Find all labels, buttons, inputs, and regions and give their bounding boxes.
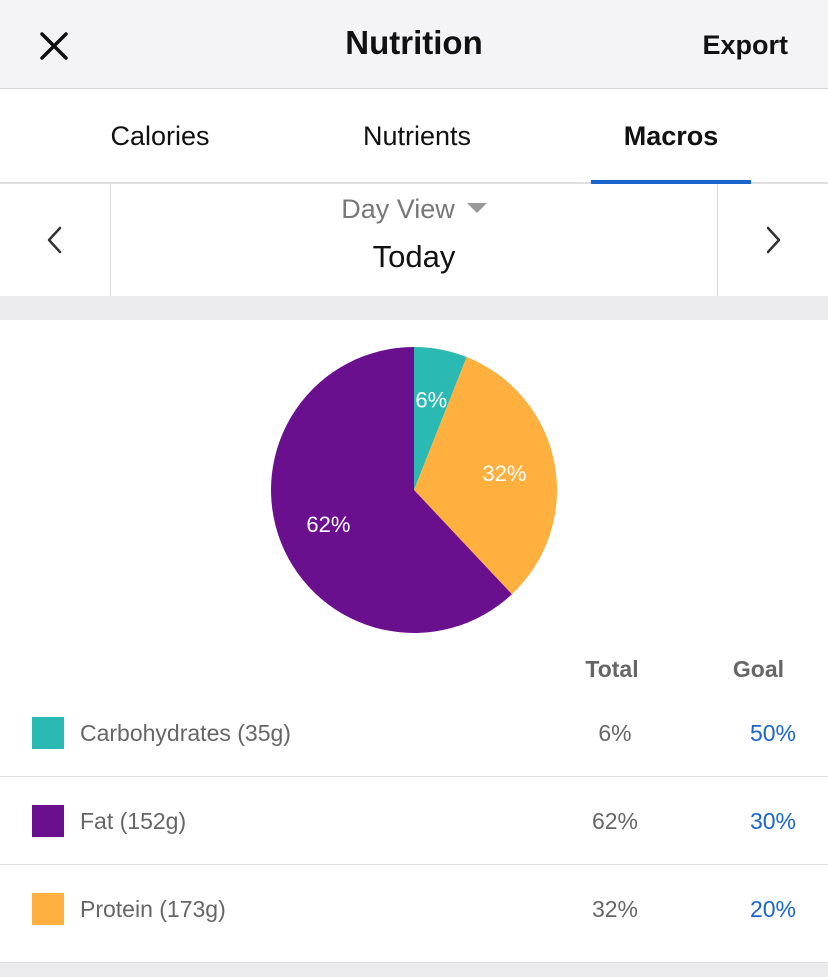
export-button[interactable]: Export — [702, 30, 788, 60]
current-date-label: Today — [372, 239, 456, 274]
pie-slice-protein — [414, 357, 557, 595]
tab-nutrients[interactable]: Nutrients — [362, 121, 472, 151]
tab-calories[interactable]: Calories — [110, 121, 210, 151]
macro-total: 62% — [591, 808, 639, 834]
close-button[interactable] — [32, 24, 76, 68]
macro-label: Carbohydrates (35g) — [80, 720, 291, 746]
section-divider — [0, 296, 828, 320]
macro-goal[interactable]: 30% — [749, 808, 796, 834]
page-title: Nutrition — [345, 24, 483, 61]
goal-column-header: Goal — [732, 656, 784, 682]
view-selector-label: Day View — [341, 194, 455, 224]
macro-label: Protein (173g) — [80, 896, 226, 922]
macro-goal[interactable]: 20% — [749, 896, 796, 922]
macro-row-carbohydrates[interactable]: Carbohydrates (35g) 6% 50% — [0, 689, 828, 777]
macros-pie-chart: 6% 32% 62% — [271, 347, 557, 633]
pie-label-carbohydrates: 6% — [415, 388, 447, 413]
macro-row-protein[interactable]: Protein (173g) 32% 20% — [0, 865, 828, 953]
date-navigation: Day View Today — [0, 184, 828, 296]
fat-color-swatch — [32, 805, 64, 837]
protein-color-swatch — [32, 893, 64, 925]
total-column-header: Total — [585, 656, 639, 682]
bottom-divider — [0, 962, 828, 977]
macro-label: Fat (152g) — [80, 808, 187, 834]
next-day-button[interactable] — [717, 184, 828, 296]
chevron-left-icon — [47, 226, 62, 254]
top-bar: Nutrition Export — [0, 0, 828, 89]
pie-label-fat: 62% — [306, 512, 350, 537]
close-icon — [40, 32, 68, 60]
active-tab-indicator — [591, 180, 751, 184]
previous-day-button[interactable] — [0, 184, 111, 296]
macro-row-fat[interactable]: Fat (152g) 62% 30% — [0, 777, 828, 865]
tab-bar: Calories Nutrients Macros — [0, 89, 828, 184]
macros-chart-area: 6% 32% 62% — [0, 320, 828, 650]
chevron-right-icon — [766, 226, 781, 254]
macro-total: 6% — [598, 720, 632, 746]
macro-goal[interactable]: 50% — [749, 720, 796, 746]
caret-down-icon — [466, 202, 487, 213]
view-selector[interactable]: Day View — [111, 194, 717, 225]
tab-macros[interactable]: Macros — [623, 121, 719, 151]
pie-label-protein: 32% — [482, 461, 526, 486]
carbohydrates-color-swatch — [32, 717, 64, 749]
macro-total: 32% — [591, 896, 639, 922]
pie-slice-carbohydrates — [414, 347, 467, 490]
pie-slice-fat — [271, 347, 512, 633]
